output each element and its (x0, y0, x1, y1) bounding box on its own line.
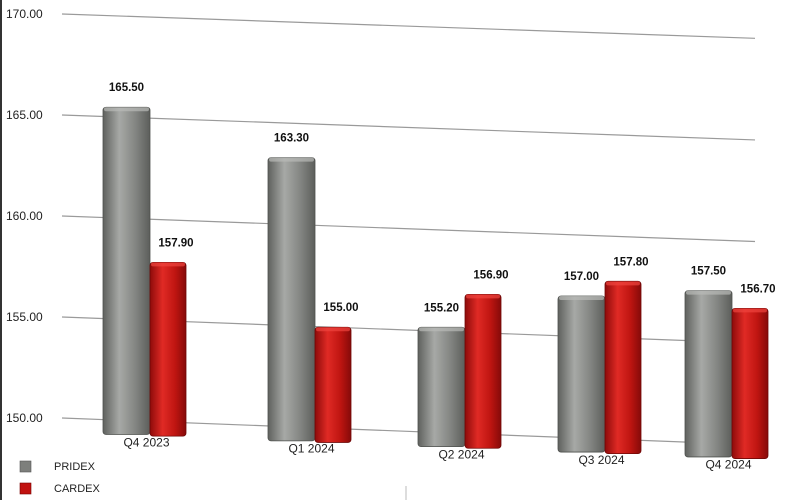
category-labels: Q4 2023 Q1 2024 Q2 2024 Q3 2024 Q4 2024 (123, 435, 751, 471)
bar-top-cap (316, 327, 350, 332)
x-category-label: Q4 2023 (123, 435, 169, 449)
y-tick-label: 170.00 (6, 7, 43, 21)
data-label: 157.90 (158, 237, 193, 249)
y-tick-label: 165.00 (6, 108, 43, 122)
bar-top-cap (269, 157, 314, 162)
x-category-label: Q2 2024 (438, 447, 484, 461)
y-tick-label: 155.00 (6, 310, 43, 324)
y-axis-ticks: 150.00 155.00 160.00 165.00 170.00 (6, 7, 43, 425)
data-label: 157.50 (691, 266, 726, 278)
y-tick-label: 150.00 (6, 411, 43, 425)
data-label: 165.50 (109, 82, 144, 94)
bar-top-cap (559, 296, 604, 301)
data-label: 157.80 (613, 256, 648, 268)
grid-line (61, 215, 756, 243)
bar-cardex (604, 280, 642, 455)
data-label: 156.70 (740, 283, 775, 295)
bar-pridex (102, 106, 151, 435)
bar-pridex (557, 295, 606, 453)
legend: PRIDEX CARDEX (19, 460, 101, 495)
bar-cardex (314, 326, 352, 443)
grid-line (61, 13, 756, 39)
bar-top-cap (151, 262, 185, 267)
data-label: 155.00 (323, 302, 358, 314)
data-label: 163.30 (274, 133, 309, 145)
legend-swatch-cardex (19, 482, 32, 495)
x-category-label: Q3 2024 (578, 453, 624, 467)
value-labels: 165.50 157.90 163.30 155.00 155.20 156.90 157.… (109, 82, 776, 314)
legend-swatch-pridex (19, 460, 32, 473)
bar-top-cap (466, 294, 500, 299)
data-label: 157.00 (564, 271, 599, 283)
bar-top-cap (606, 281, 640, 286)
x-category-label: Q1 2024 (288, 442, 334, 456)
bar-pridex (267, 157, 316, 442)
bar-cardex (149, 261, 187, 437)
bar-cardex (464, 293, 502, 449)
legend-label: CARDEX (54, 483, 101, 495)
bar-cardex (731, 308, 769, 459)
grid-line (61, 114, 756, 141)
bar-top-cap (686, 290, 731, 295)
bar-top-cap (733, 308, 767, 313)
data-label: 156.90 (473, 269, 508, 281)
x-category-label: Q4 2024 (705, 458, 751, 472)
bars (102, 106, 769, 459)
data-label: 155.20 (424, 302, 459, 314)
y-tick-label: 160.00 (6, 209, 43, 223)
bar-top-cap (104, 107, 149, 112)
bar-pridex (417, 326, 466, 448)
bar-top-cap (419, 327, 464, 332)
legend-label: PRIDEX (54, 461, 96, 473)
bar-pridex (684, 290, 733, 458)
